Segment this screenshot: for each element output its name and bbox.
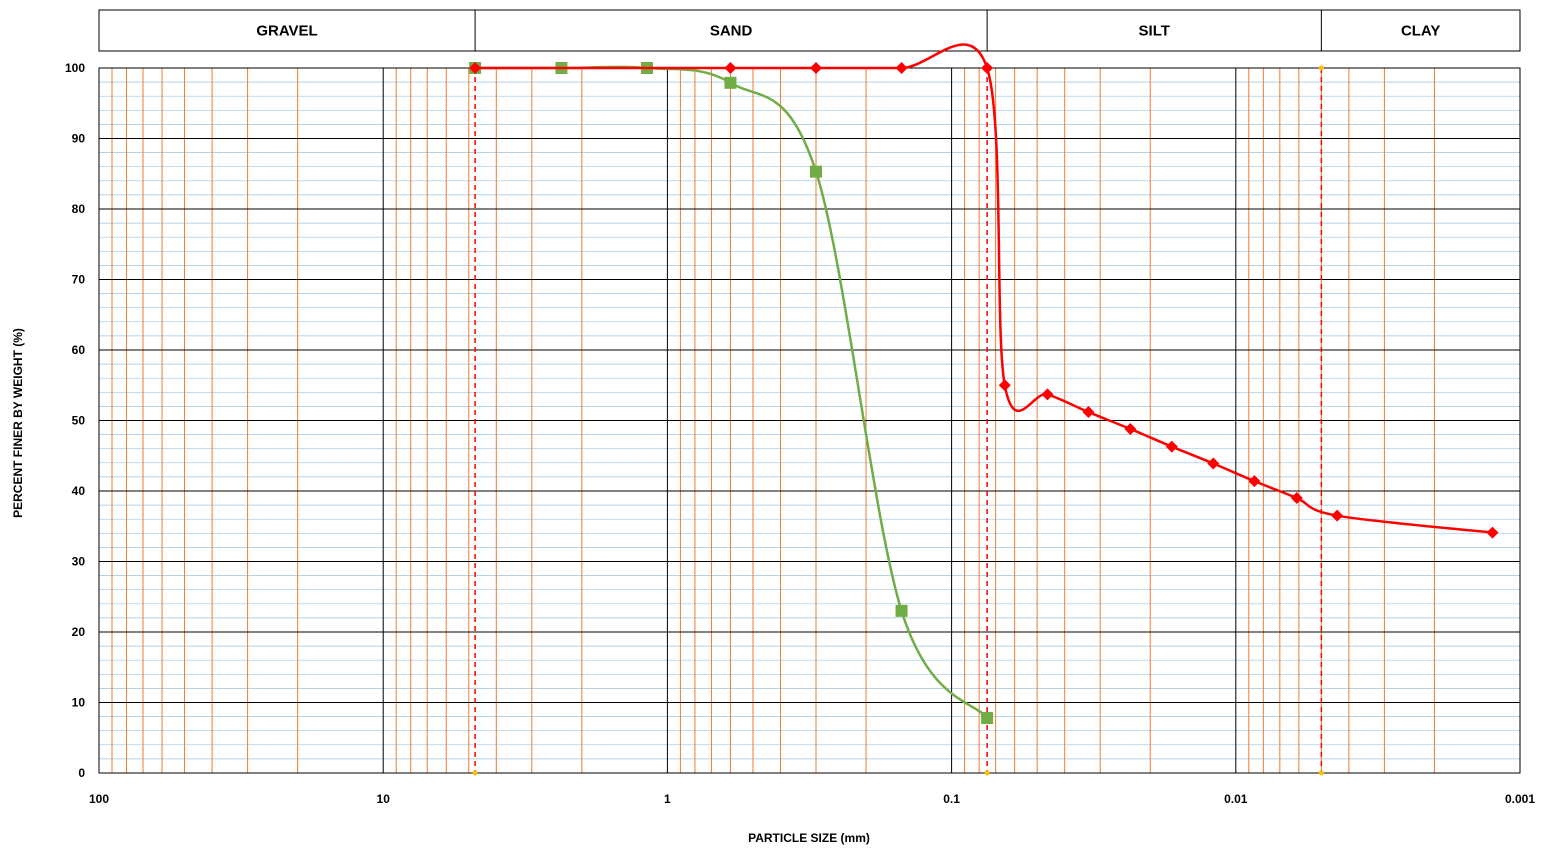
x-tick-label: 0.1 xyxy=(943,792,960,806)
series-0-point xyxy=(724,76,737,89)
x-tick-label: 0.01 xyxy=(1224,792,1248,806)
series-1-point xyxy=(1486,526,1499,539)
series-1-point xyxy=(810,62,823,74)
series-1-point xyxy=(724,62,737,74)
series-0-point xyxy=(981,712,994,725)
series-1-line xyxy=(475,43,1493,534)
minor-grid xyxy=(99,68,1520,773)
series-1-point xyxy=(998,379,1011,392)
axis-ticks: 0 10 20 30 40 50 60 70 80 90 100 100 10 1 0.1 0.01 0.001 xyxy=(65,61,1535,806)
x-tick-label: 1 xyxy=(664,792,671,806)
series-1-point xyxy=(1124,422,1137,435)
series-1-point xyxy=(1248,475,1261,488)
y-axis-title: PERCENT FINER BY WEIGHT (%) xyxy=(11,328,25,518)
boundary-marker xyxy=(1318,770,1324,776)
y-tick-label: 80 xyxy=(72,202,86,216)
soil-class-header: GRAVEL SAND SILT CLAY xyxy=(98,9,1521,52)
y-tick-label: 20 xyxy=(72,625,86,639)
major-grid xyxy=(98,67,1521,774)
band-label-clay: CLAY xyxy=(1401,23,1440,40)
series-1-point xyxy=(1165,440,1178,453)
boundary-marker xyxy=(472,770,478,776)
band-label-silt: SILT xyxy=(1139,23,1170,40)
band-label-sand: SAND xyxy=(710,23,753,40)
data-series xyxy=(469,43,1499,725)
boundary-marker xyxy=(984,770,990,776)
series-1-point xyxy=(1082,406,1095,419)
y-tick-label: 50 xyxy=(72,414,86,428)
series-1-point xyxy=(469,62,482,74)
series-1-point xyxy=(1290,492,1303,505)
x-tick-label: 100 xyxy=(89,792,109,806)
series-1-point xyxy=(1207,457,1220,470)
series-1-point xyxy=(1041,388,1054,401)
series-0-point xyxy=(895,604,908,617)
series-1-point xyxy=(981,62,994,74)
y-tick-label: 40 xyxy=(72,484,86,498)
boundary-marker xyxy=(1318,65,1324,71)
y-tick-label: 30 xyxy=(72,555,86,569)
y-tick-label: 70 xyxy=(72,273,86,287)
y-tick-label: 10 xyxy=(72,696,86,710)
band-label-gravel: GRAVEL xyxy=(256,23,317,40)
y-tick-label: 0 xyxy=(78,766,85,780)
series-1-point xyxy=(1331,509,1344,522)
x-tick-label: 10 xyxy=(377,792,391,806)
y-tick-label: 100 xyxy=(65,61,85,75)
header-frame xyxy=(98,9,1521,52)
x-axis-title: PARTICLE SIZE (mm) xyxy=(748,831,870,845)
series-1-point xyxy=(895,62,908,74)
series-0-point xyxy=(810,165,823,178)
x-tick-label: 0.001 xyxy=(1505,792,1535,806)
y-tick-label: 60 xyxy=(72,343,86,357)
soil-boundary-lines xyxy=(472,65,1324,776)
y-tick-label: 90 xyxy=(72,132,86,146)
